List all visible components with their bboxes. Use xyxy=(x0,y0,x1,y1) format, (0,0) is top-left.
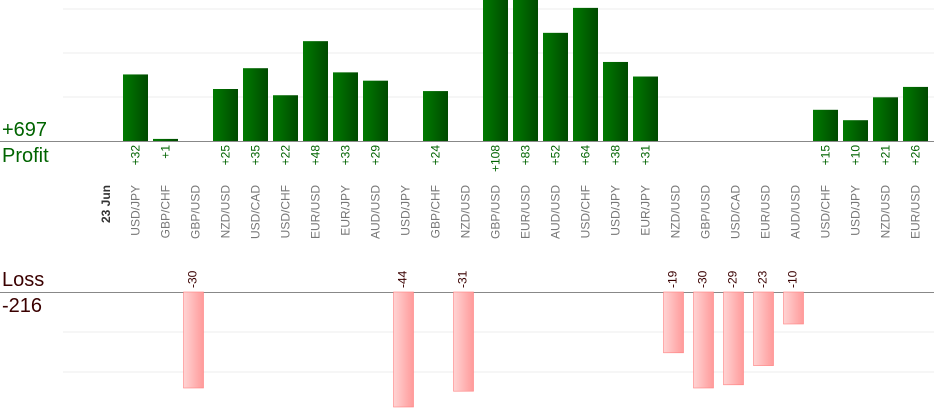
profit-value-label: +83 xyxy=(519,145,533,166)
category-label: GBP/CHF xyxy=(429,185,443,238)
profit-value-label: +29 xyxy=(369,145,383,166)
profit-bar xyxy=(843,120,868,141)
profit-bar xyxy=(573,7,598,141)
category-label: NZD/USD xyxy=(669,185,683,239)
profit-value-label: +108 xyxy=(489,145,503,172)
bar-labels: +32 +1 -30 +25 +35 +22 +48 +33 +29 -44 +24 -31 +108 +… xyxy=(129,145,923,288)
loss-value-label: -19 xyxy=(666,270,680,288)
profit-value-label: +21 xyxy=(879,145,893,166)
category-label: USD/CHF xyxy=(279,185,293,238)
category-labels: 23 Jun USD/JPY GBP/CHF GBP/USD NZD/USD USD/CA… xyxy=(99,185,923,239)
profit-value-label: +48 xyxy=(309,145,323,166)
category-label: GBP/USD xyxy=(489,185,503,239)
category-label: USD/JPY xyxy=(399,185,413,236)
profit-bar xyxy=(123,74,148,141)
profit-value-label: +35 xyxy=(249,145,263,166)
category-label: AUD/USD xyxy=(789,185,803,239)
profit-value-label: +32 xyxy=(129,145,143,166)
loss-value-label: -29 xyxy=(726,270,740,288)
profit-value-label: +33 xyxy=(339,145,353,166)
category-label: EUR/JPY xyxy=(639,185,653,236)
date-label: 23 Jun xyxy=(99,185,113,223)
category-label: USD/CAD xyxy=(249,185,263,239)
category-label: AUD/USD xyxy=(369,185,383,239)
profit-value-label: +26 xyxy=(909,145,923,166)
category-label: USD/CHF xyxy=(819,185,833,238)
profit-value-label: +25 xyxy=(219,145,233,166)
profit-bar xyxy=(273,95,298,141)
profit-value-label: +64 xyxy=(579,145,593,166)
loss-bar xyxy=(453,291,474,392)
loss-value-label: -31 xyxy=(456,270,470,288)
category-label: GBP/USD xyxy=(699,185,713,239)
profit-value-label: +31 xyxy=(639,145,653,166)
loss-value-label: -10 xyxy=(786,270,800,288)
profit-value-label: +24 xyxy=(429,145,443,166)
profit-bar xyxy=(333,72,358,141)
loss-bar xyxy=(753,291,774,366)
loss-value-label: -23 xyxy=(756,270,770,288)
category-label: EUR/USD xyxy=(909,185,923,239)
profit-value-label: +15 xyxy=(819,145,833,166)
profit-bar xyxy=(813,109,838,141)
profit-bar xyxy=(363,80,388,141)
category-label: EUR/JPY xyxy=(339,185,353,236)
category-label: USD/JPY xyxy=(129,185,143,236)
loss-total: -216 xyxy=(2,295,43,317)
loss-value-label: -30 xyxy=(186,270,200,288)
loss-label: Loss xyxy=(2,269,45,291)
profit-bar xyxy=(633,76,658,141)
profit-bar xyxy=(543,32,568,142)
loss-value-label: -44 xyxy=(396,270,410,288)
category-label: GBP/CHF xyxy=(159,185,173,238)
loss-bar xyxy=(693,291,714,389)
category-label: EUR/USD xyxy=(759,185,773,239)
category-label: USD/JPY xyxy=(609,185,623,236)
loss-bar xyxy=(663,291,684,354)
profit-total: +697 xyxy=(2,119,48,141)
category-label: USD/CAD xyxy=(729,185,743,239)
profit-value-label: +10 xyxy=(849,145,863,166)
category-label: NZD/USD xyxy=(219,185,233,239)
profit-bar xyxy=(303,41,328,141)
loss-value-label: -30 xyxy=(696,270,710,288)
profit-bar xyxy=(423,91,448,141)
loss-bar xyxy=(183,291,204,389)
profit-value-label: +1 xyxy=(159,145,173,159)
profit-bar xyxy=(243,68,268,141)
loss-bar xyxy=(723,291,744,386)
profit-value-label: +52 xyxy=(549,145,563,166)
profit-bar xyxy=(903,86,928,141)
profit-label: Profit xyxy=(2,145,49,167)
profit-bar xyxy=(513,0,538,141)
profit-bar xyxy=(483,0,508,141)
loss-bar xyxy=(783,291,804,325)
category-label: USD/JPY xyxy=(849,185,863,236)
profit-bar xyxy=(213,89,238,141)
category-label: EUR/USD xyxy=(519,185,533,239)
profit-bar xyxy=(603,61,628,141)
category-label: USD/CHF xyxy=(579,185,593,238)
category-label: GBP/USD xyxy=(189,185,203,239)
loss-bar xyxy=(393,291,414,408)
profit-value-label: +38 xyxy=(609,145,623,166)
category-label: NZD/USD xyxy=(879,185,893,239)
category-label: EUR/USD xyxy=(309,185,323,239)
bar-marks xyxy=(123,0,928,408)
category-label: NZD/USD xyxy=(459,185,473,239)
profit-bar xyxy=(153,138,178,141)
category-label: AUD/USD xyxy=(549,185,563,239)
profit-value-label: +22 xyxy=(279,145,293,166)
profit-bar xyxy=(873,97,898,141)
